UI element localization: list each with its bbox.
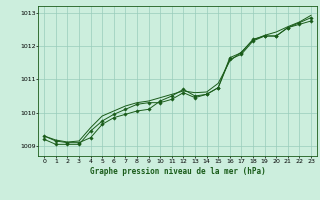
X-axis label: Graphe pression niveau de la mer (hPa): Graphe pression niveau de la mer (hPa) xyxy=(90,167,266,176)
